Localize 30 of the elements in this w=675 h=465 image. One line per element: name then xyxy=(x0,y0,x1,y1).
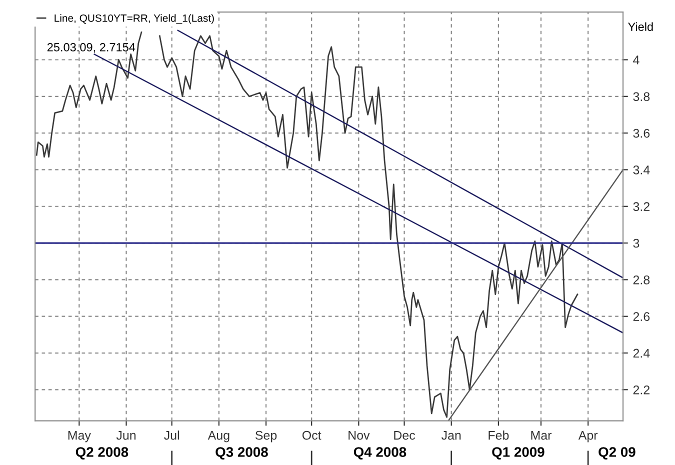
y-tick-label: 2.6 xyxy=(633,312,650,321)
y-tick-label: 2.8 xyxy=(633,275,650,284)
x-tick-label: Oct xyxy=(302,430,322,440)
y-tick-label: 2.4 xyxy=(633,348,650,358)
x2-tick-label: Q2 09 xyxy=(598,447,636,460)
y-tick-label: 3.2 xyxy=(633,202,650,212)
y-tick-label: 3.8 xyxy=(633,92,650,102)
x-tick-label: May xyxy=(68,431,91,442)
annotation: 25.03.09, 2.7154 xyxy=(47,43,136,53)
x-tick-label: Jun xyxy=(116,431,136,440)
x-tick-label: Nov xyxy=(348,431,370,440)
x-tick-label: Mar xyxy=(531,431,552,440)
y-tick-label: 3 xyxy=(633,238,640,248)
y-axis-title: Yield xyxy=(628,22,653,31)
x-tick-label: Jul xyxy=(164,430,179,440)
y-tick-label: 3.6 xyxy=(633,128,650,138)
x2-tick-label: Q2 2008 xyxy=(76,447,128,460)
x-tick-label: Dec xyxy=(394,431,416,440)
y-tick-label: 3.4 xyxy=(633,166,650,174)
x2-tick-label: Q1 2009 xyxy=(492,447,544,460)
x-tick-label: Apr xyxy=(578,431,598,442)
legend-label: Line, QUS10YT=RR, Yield_1(Last) xyxy=(54,14,214,24)
y-tick-label: 2.2 xyxy=(633,385,650,394)
x2-tick-label: Q3 2008 xyxy=(216,447,268,460)
x-tick-label: Feb xyxy=(488,430,509,440)
y-tick-label: 4 xyxy=(633,56,640,64)
x-tick-label: Aug xyxy=(208,431,230,442)
x-tick-label: Jan xyxy=(441,431,461,440)
x2-tick-label: Q4 2008 xyxy=(354,447,406,460)
x-tick-label: Sep xyxy=(255,430,277,442)
